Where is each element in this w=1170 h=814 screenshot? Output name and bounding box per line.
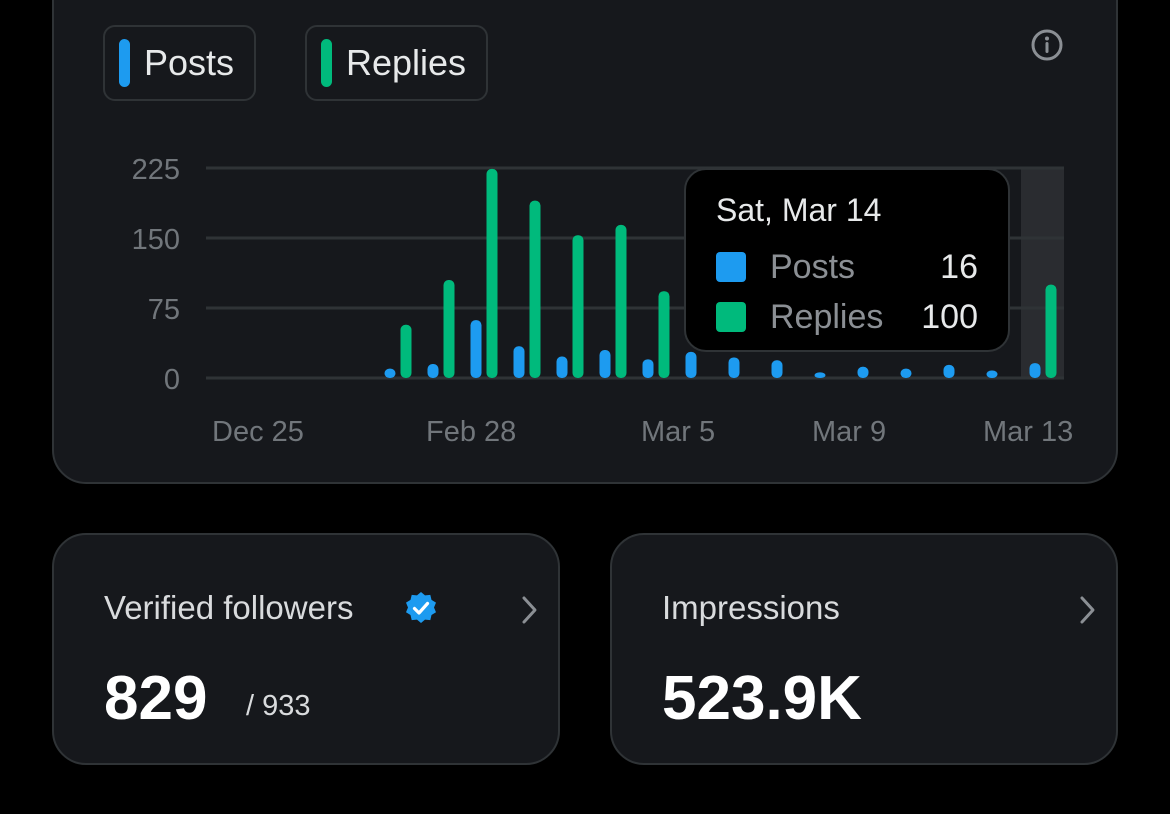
chevron-right-icon[interactable] xyxy=(520,593,540,627)
tooltip-replies-row: Replies 100 xyxy=(716,298,978,338)
replies-bar xyxy=(400,324,412,378)
posts-bar xyxy=(857,366,869,378)
legend-replies-toggle[interactable]: Replies xyxy=(305,25,488,101)
y-tick-label: 0 xyxy=(164,364,180,396)
chevron-right-icon[interactable] xyxy=(1078,593,1098,627)
posts-bar xyxy=(943,364,955,378)
posts-bar xyxy=(513,346,525,378)
x-tick-label: Feb 28 xyxy=(426,416,516,448)
legend-posts-toggle[interactable]: Posts xyxy=(103,25,256,101)
chart-tooltip: Sat, Mar 14 Posts 16 Replies 100 xyxy=(684,168,1010,352)
posts-bar xyxy=(986,370,998,378)
legend-replies-label: Replies xyxy=(346,42,467,83)
posts-bar xyxy=(599,350,611,378)
info-icon[interactable] xyxy=(1030,28,1064,62)
x-tick-label: Mar 9 xyxy=(812,416,886,448)
replies-bar xyxy=(529,200,541,378)
y-tick-label: 75 xyxy=(148,294,180,326)
x-tick-label: Mar 5 xyxy=(641,416,715,448)
posts-bar xyxy=(1029,363,1041,378)
tooltip-replies-swatch xyxy=(716,302,746,332)
tooltip-replies-label: Replies xyxy=(770,298,884,336)
posts-color-swatch xyxy=(119,39,130,87)
y-tick-label: 225 xyxy=(132,154,180,186)
replies-color-swatch xyxy=(321,39,332,87)
replies-bar xyxy=(1045,284,1057,378)
replies-bar xyxy=(572,235,584,378)
replies-bar xyxy=(486,168,498,378)
replies-bar xyxy=(443,280,455,378)
replies-bar xyxy=(658,291,670,378)
tooltip-posts-label: Posts xyxy=(770,248,856,286)
verified-followers-card[interactable]: Verified followers 829 / 933 xyxy=(52,533,560,765)
posts-bar xyxy=(556,356,568,378)
posts-bar xyxy=(642,359,654,378)
highlight-column xyxy=(1021,168,1064,378)
tooltip-posts-value: 16 xyxy=(940,248,978,286)
posts-bar xyxy=(470,320,482,378)
tooltip-posts-swatch xyxy=(716,252,746,282)
x-tick-label: Dec 25 xyxy=(212,416,304,448)
impressions-count: 523.9K xyxy=(662,664,862,733)
verified-badge-icon xyxy=(406,591,436,623)
y-tick-label: 150 xyxy=(132,224,180,256)
impressions-title: Impressions xyxy=(662,589,840,626)
tooltip-posts-row: Posts 16 xyxy=(716,248,978,288)
tooltip-replies-value: 100 xyxy=(921,298,978,336)
bar-chart: 0 75 150 225 Dec 25 Feb 28 Mar 5 Mar 9 Mar 13 xyxy=(132,154,1074,448)
posts-bar xyxy=(900,368,912,378)
tooltip-date: Sat, Mar 14 xyxy=(716,192,882,228)
x-tick-label: Mar 13 xyxy=(983,416,1073,448)
posts-bar xyxy=(685,351,697,378)
verified-followers-count: 829 xyxy=(104,664,208,733)
verified-followers-title: Verified followers xyxy=(104,589,354,626)
posts-bar xyxy=(427,364,439,378)
replies-bar xyxy=(615,224,627,378)
verified-followers-total: / 933 xyxy=(246,690,311,722)
impressions-card[interactable]: Impressions 523.9K xyxy=(610,533,1118,765)
posts-bar xyxy=(384,368,396,378)
posts-bar xyxy=(814,372,826,378)
posts-bar xyxy=(771,360,783,378)
posts-bar xyxy=(728,357,740,378)
legend-posts-label: Posts xyxy=(144,42,235,83)
